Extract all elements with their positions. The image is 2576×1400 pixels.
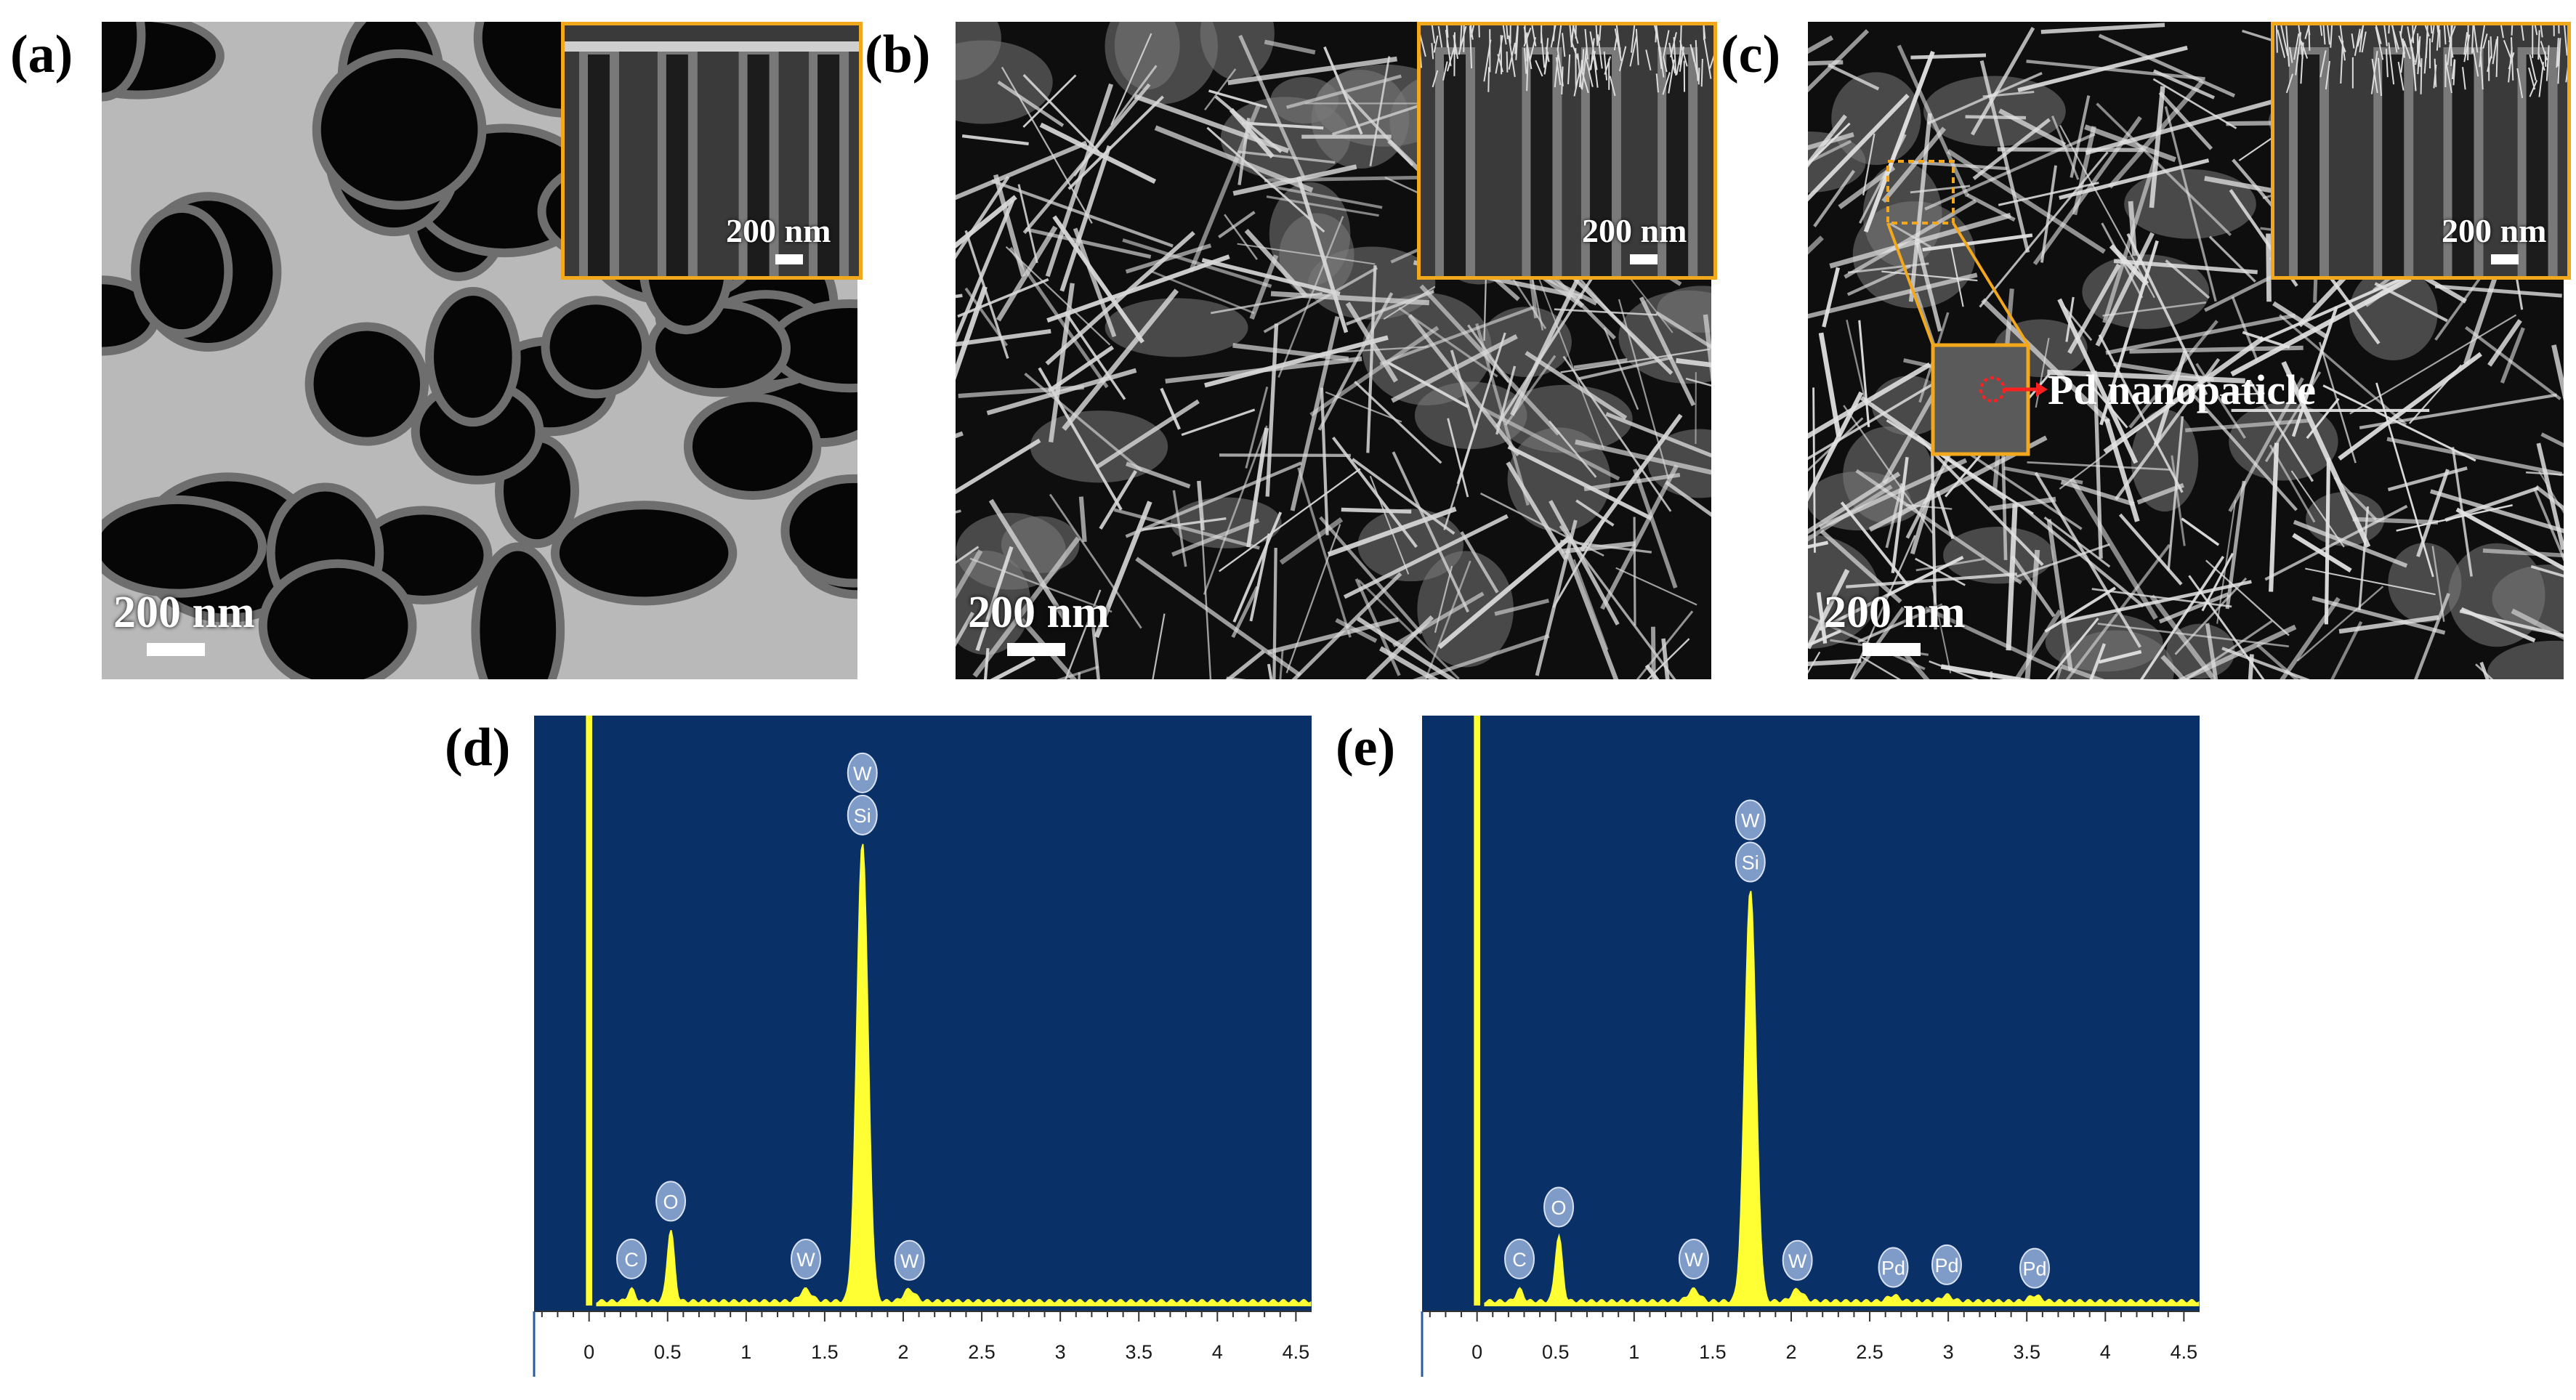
peak-label: W: [1788, 1250, 1807, 1272]
inset-scalebar-c: [2491, 254, 2519, 264]
peak-label-badge: [1504, 1238, 1535, 1279]
peak-label: Si: [854, 805, 871, 827]
x-tick-label: 0: [584, 1341, 594, 1363]
panel-label-e: (e): [1336, 718, 1396, 777]
x-tick-label: 1.5: [1699, 1341, 1727, 1363]
peak-label: W: [900, 1250, 919, 1272]
peak-label-badge: [1735, 799, 1766, 841]
peak-label-badge: [1878, 1247, 1909, 1288]
peak-label: W: [796, 1249, 815, 1271]
peak-label-badge: [847, 752, 878, 793]
inset-scale-label-b: 200 nm: [1582, 212, 1687, 249]
peak-label-badge: [894, 1239, 925, 1281]
scalebar-c: [1862, 643, 1921, 656]
peak-label-badge: [1678, 1239, 1709, 1280]
x-tick-label: 0: [1471, 1341, 1482, 1363]
scale-label-a: 200 nm: [113, 588, 255, 637]
sem-b-texture: [956, 22, 1711, 679]
scale-label-c: 200 nm: [1824, 588, 1966, 637]
peak-label-badge: [616, 1238, 647, 1279]
peak-label: O: [1551, 1197, 1567, 1218]
panel-label-c: (c): [1721, 25, 1781, 84]
zero-peak: [1474, 716, 1480, 1306]
panel-label-d: (d): [445, 718, 511, 777]
eds-chart-d: 0 0.5 1 1.5 2 2.5 3 3.5 4 4.5 C O W Si W W: [530, 716, 1315, 1380]
x-tick-label: 1: [1628, 1341, 1639, 1363]
x-tick-label: 2.5: [968, 1341, 996, 1363]
inset-scalebar-b: [1630, 254, 1658, 264]
zero-peak: [586, 716, 592, 1306]
panel-label-b: (b): [865, 25, 931, 84]
peak-label: W: [853, 763, 872, 785]
x-tick-label: 4.5: [1283, 1341, 1310, 1363]
x-tick-label: 0.5: [654, 1341, 682, 1363]
eds-chart-e: 0 0.5 1 1.5 2 2.5 3 3.5 4 4.5 C O W Si W W Pd Pd Pd: [1418, 716, 2203, 1380]
zoom-box: [1931, 343, 2030, 456]
pd-callout: [1886, 160, 2048, 456]
peak-label-badge: [1931, 1244, 1962, 1285]
plot-background: [1422, 716, 2200, 1311]
x-tick-label: 3.5: [2013, 1341, 2040, 1363]
x-tick-label: 2.5: [1856, 1341, 1883, 1363]
plot-background: [534, 716, 1312, 1311]
peak-label: Pd: [1934, 1255, 1958, 1276]
inset-scalebar-a: [775, 254, 803, 264]
spectrum-area: [1484, 891, 2200, 1306]
inset-b-texture: [1421, 25, 1713, 276]
peak-label-badge: [1735, 841, 1766, 883]
inset-image-b: 200 nm: [1417, 22, 1717, 280]
x-tick-label: 0.5: [1542, 1341, 1570, 1363]
x-tick-label: 3.5: [1125, 1341, 1152, 1363]
inset-image-c: 200 nm: [2271, 22, 2571, 280]
scale-label-b: 200 nm: [968, 588, 1110, 637]
peak-label-badge: [2019, 1247, 2051, 1289]
x-tick-label: 2: [897, 1341, 908, 1363]
inset-scale-label-a: 200 nm: [726, 212, 831, 249]
x-tick-label: 4.5: [2171, 1341, 2198, 1363]
scalebar-a: [147, 643, 205, 656]
x-tick-label: 1.5: [811, 1341, 839, 1363]
peak-label-badge: [655, 1181, 687, 1222]
peak-label-badge: [1543, 1186, 1575, 1228]
peak-label: Pd: [1881, 1258, 1905, 1279]
peak-label-badge: [1782, 1239, 1813, 1281]
zoom-source-box: [1886, 160, 1955, 224]
sem-image-b: [956, 22, 1711, 679]
eds-e-svg: 0 0.5 1 1.5 2 2.5 3 3.5 4 4.5 C O W Si W W Pd Pd Pd: [1421, 716, 2200, 1377]
peak-label: W: [1741, 810, 1760, 832]
x-tick-label: 1: [740, 1341, 751, 1363]
peak-label: Si: [1742, 852, 1759, 874]
peak-label-badge: [847, 794, 878, 835]
scalebar-b: [1007, 643, 1065, 656]
x-tick-label: 4: [2100, 1341, 2111, 1363]
peak-label: C: [624, 1249, 639, 1271]
panel-label-a: (a): [10, 25, 73, 84]
pd-annotation: Pd nanopaticle: [2048, 366, 2316, 413]
inset-c-texture: [2274, 25, 2567, 276]
peak-label: O: [663, 1191, 679, 1213]
eds-d-svg: 0 0.5 1 1.5 2 2.5 3 3.5 4 4.5 C O W Si W W: [533, 716, 1312, 1377]
x-tick-label: 2: [1785, 1341, 1796, 1363]
peak-label-badge: [790, 1239, 821, 1280]
inset-a-texture: [565, 25, 859, 276]
spectrum-area: [596, 843, 1312, 1306]
peak-label: Pd: [2023, 1258, 2047, 1280]
x-tick-label: 3: [1055, 1341, 1066, 1363]
peak-label: W: [1684, 1249, 1703, 1271]
inset-image-a: 200 nm: [561, 22, 863, 280]
peak-label: C: [1512, 1249, 1527, 1271]
x-tick-label: 4: [1212, 1341, 1223, 1363]
x-tick-label: 3: [1943, 1341, 1954, 1363]
inset-scale-label-c: 200 nm: [2442, 212, 2547, 249]
